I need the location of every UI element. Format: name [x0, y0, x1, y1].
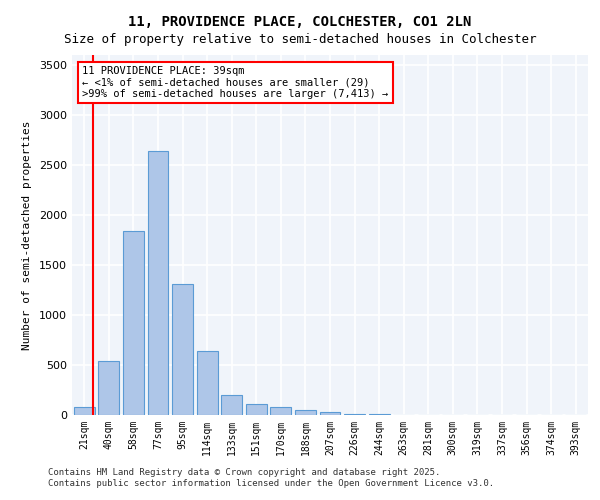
Text: 11, PROVIDENCE PLACE, COLCHESTER, CO1 2LN: 11, PROVIDENCE PLACE, COLCHESTER, CO1 2L…	[128, 15, 472, 29]
Bar	[221, 395, 242, 415]
Bar	[320, 412, 340, 415]
Bar	[344, 414, 365, 415]
Bar	[98, 361, 119, 415]
Text: Contains HM Land Registry data © Crown copyright and database right 2025.
Contai: Contains HM Land Registry data © Crown c…	[48, 468, 494, 487]
Bar	[197, 351, 218, 415]
Bar	[295, 410, 316, 415]
Bar	[368, 414, 389, 415]
Bar	[74, 407, 95, 415]
Bar	[148, 151, 169, 415]
Bar	[271, 407, 292, 415]
Text: Size of property relative to semi-detached houses in Colchester: Size of property relative to semi-detach…	[64, 32, 536, 46]
Bar	[246, 404, 267, 415]
Bar	[123, 231, 144, 415]
Y-axis label: Number of semi-detached properties: Number of semi-detached properties	[22, 120, 32, 350]
Bar	[172, 284, 193, 415]
Text: 11 PROVIDENCE PLACE: 39sqm
← <1% of semi-detached houses are smaller (29)
>99% o: 11 PROVIDENCE PLACE: 39sqm ← <1% of semi…	[82, 66, 389, 99]
